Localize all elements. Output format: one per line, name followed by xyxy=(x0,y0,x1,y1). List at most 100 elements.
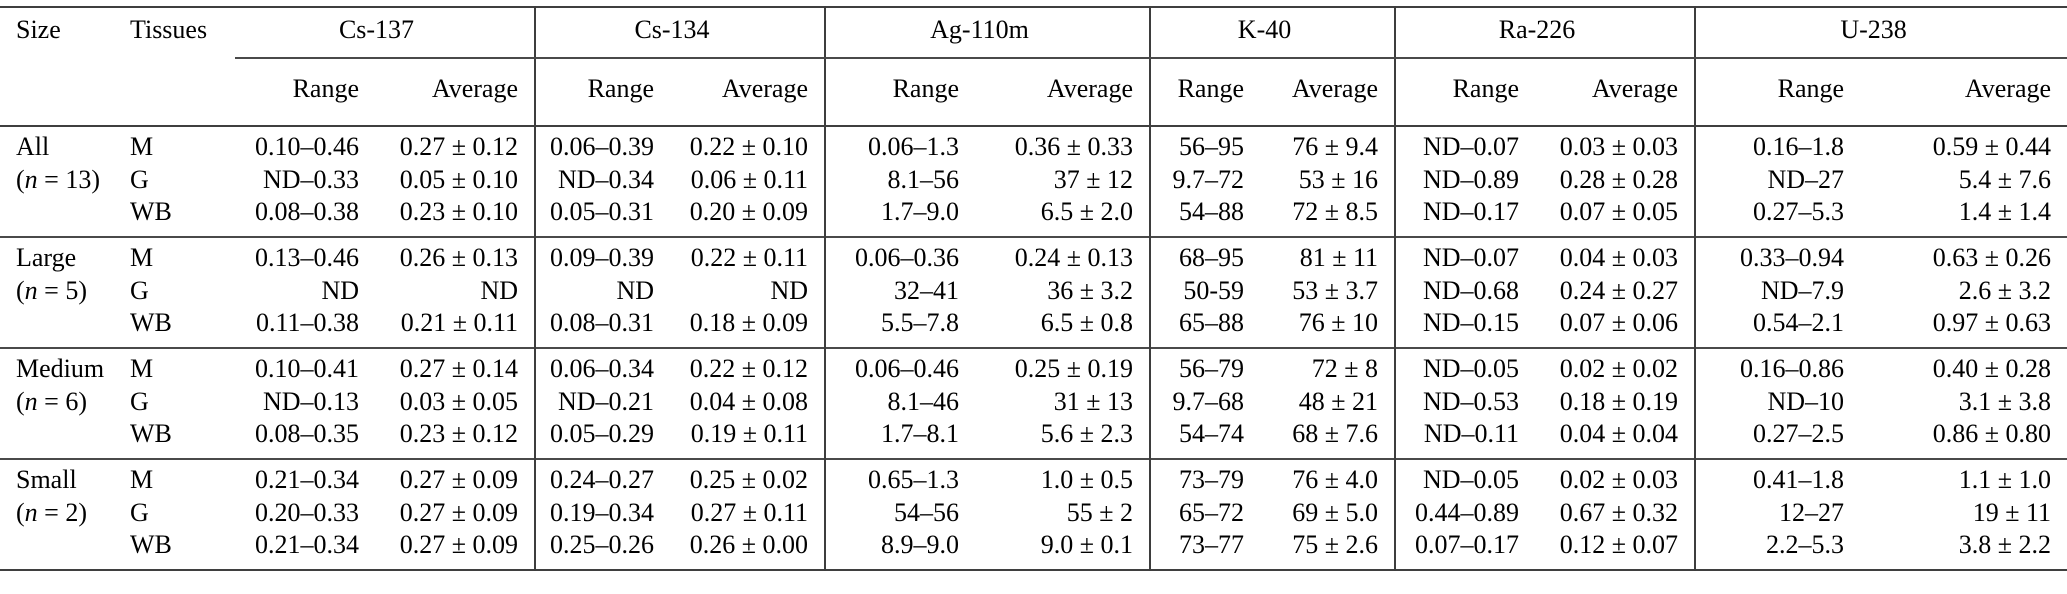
average-cell: 0.25 ± 0.19 xyxy=(975,348,1152,384)
tissue-label: WB xyxy=(130,197,172,226)
average-cell: 0.22 ± 0.10 xyxy=(670,126,826,162)
range-cell: 5.5–7.8 xyxy=(881,308,959,337)
average-cell: 0.97 ± 0.63 xyxy=(1932,308,2052,337)
average-cell: 2.6 ± 3.2 xyxy=(1958,275,2052,305)
range-cell: ND–0.05 xyxy=(1422,465,1520,494)
average-cell: 0.04 ± 0.08 xyxy=(670,384,826,419)
range-cell: 2.2–5.3 xyxy=(1766,530,1845,559)
average-cell: 76 ± 10 xyxy=(1260,308,1397,348)
subheader-average: Average xyxy=(670,58,826,127)
subheader-average: Average xyxy=(375,58,536,127)
range-cell: 8.1–56 xyxy=(887,164,960,194)
average-cell: 0.22 ± 0.12 xyxy=(670,348,826,384)
average-cell: 0.22 ± 0.11 xyxy=(670,237,826,273)
range-cell: ND–0.11 xyxy=(1423,419,1520,448)
range-cell: 50-59 xyxy=(1183,275,1245,305)
average-cell: 53 ± 16 xyxy=(1260,162,1397,197)
table-row: WB 0.21–0.34 0.27 ± 0.09 0.25–0.26 0.26 ± 0.… xyxy=(0,530,2067,570)
average-cell: 0.25 ± 0.02 xyxy=(670,459,826,495)
range-cell: ND–7.9 xyxy=(1760,275,1845,305)
size-n-label: (n = 2) xyxy=(16,497,87,527)
size-group: All M 0.10–0.46 0.27 ± 0.12 0.06–0.39 0.22 ± … xyxy=(0,126,2067,237)
range-cell: 0.41–1.8 xyxy=(1753,465,1845,494)
average-cell: 75 ± 2.6 xyxy=(1260,530,1397,570)
table-row: (n = 5) G ND ND ND ND 32–41 36 ± 3.2 50-59 53 ± 3… xyxy=(0,273,2067,308)
subheader-range: Range xyxy=(535,58,670,127)
average-cell: 0.06 ± 0.11 xyxy=(670,162,826,197)
average-cell: 0.27 ± 0.11 xyxy=(670,495,826,530)
average-cell: 81 ± 11 xyxy=(1260,237,1397,273)
tissue-label: G xyxy=(130,275,149,305)
table-row: Large M 0.13–0.46 0.26 ± 0.13 0.09–0.39 0.22 … xyxy=(0,237,2067,273)
header-group-row: Size Tissues Cs-137 Cs-134 Ag-110m K-40 … xyxy=(0,7,2067,127)
average-cell: 3.8 ± 2.2 xyxy=(1958,530,2052,559)
average-cell: 0.24 ± 0.27 xyxy=(1535,273,1697,308)
subheader-average: Average xyxy=(1535,58,1697,127)
range-cell: 0.44–0.89 xyxy=(1415,497,1520,527)
range-cell: 56–79 xyxy=(1179,354,1245,383)
range-cell: 0.21–0.34 xyxy=(255,530,359,559)
tissue-label: G xyxy=(130,497,149,527)
range-cell: 0.06–1.3 xyxy=(868,132,959,161)
average-cell: 76 ± 4.0 xyxy=(1260,459,1397,495)
average-cell: 0.04 ± 0.03 xyxy=(1535,237,1697,273)
range-cell: 0.06–0.39 xyxy=(550,132,654,161)
tissue-label: WB xyxy=(130,530,172,559)
size-group: Small M 0.21–0.34 0.27 ± 0.09 0.24–0.27 0.25 … xyxy=(0,459,2067,570)
average-cell: 0.20 ± 0.09 xyxy=(670,197,826,237)
average-cell: 0.19 ± 0.11 xyxy=(670,419,826,459)
average-cell: 0.28 ± 0.28 xyxy=(1535,162,1697,197)
average-cell: 0.03 ± 0.03 xyxy=(1535,126,1697,162)
average-cell: 9.0 ± 0.1 xyxy=(975,530,1152,570)
range-cell: ND–10 xyxy=(1767,386,1845,416)
range-cell: ND–27 xyxy=(1767,164,1845,194)
range-cell: ND xyxy=(321,275,359,305)
range-cell: 0.19–0.34 xyxy=(550,497,654,527)
size-label xyxy=(0,197,130,237)
average-cell: ND xyxy=(375,273,536,308)
size-label xyxy=(0,530,130,570)
range-cell: 8.9–9.0 xyxy=(881,530,959,559)
subheader-average: Average xyxy=(1860,58,2067,127)
table-row: WB 0.11–0.38 0.21 ± 0.11 0.08–0.31 0.18 ± 0.… xyxy=(0,308,2067,348)
tissue-label: G xyxy=(130,386,149,416)
range-cell: ND–0.15 xyxy=(1422,308,1520,337)
table-row: All M 0.10–0.46 0.27 ± 0.12 0.06–0.39 0.22 ± … xyxy=(0,126,2067,162)
size-group: Medium M 0.10–0.41 0.27 ± 0.14 0.06–0.34 0.22… xyxy=(0,348,2067,459)
table-row: (n = 6) G ND–0.13 0.03 ± 0.05 ND–0.21 0.04 ± … xyxy=(0,384,2067,419)
range-cell: 54–74 xyxy=(1179,419,1245,448)
table-row: Small M 0.21–0.34 0.27 ± 0.09 0.24–0.27 0.25 … xyxy=(0,459,2067,495)
subheader-range: Range xyxy=(825,58,975,127)
size-label: Small xyxy=(16,465,77,494)
range-cell: 0.11–0.38 xyxy=(255,308,359,337)
average-cell: 1.4 ± 1.4 xyxy=(1958,197,2052,226)
average-cell: 0.02 ± 0.02 xyxy=(1535,348,1697,384)
range-cell: 0.06–0.46 xyxy=(855,354,959,383)
range-cell: ND–0.68 xyxy=(1422,275,1520,305)
range-cell: 0.54–2.1 xyxy=(1753,308,1845,337)
average-cell: 0.07 ± 0.06 xyxy=(1535,308,1697,348)
tissue-label: M xyxy=(130,243,154,272)
col-header-tissues: Tissues xyxy=(130,7,235,127)
range-cell: 65–88 xyxy=(1179,308,1245,337)
size-label xyxy=(0,308,130,348)
range-cell: 73–79 xyxy=(1179,465,1245,494)
range-cell: 0.13–0.46 xyxy=(255,243,359,272)
range-cell: 73–77 xyxy=(1179,530,1245,559)
isotope-header-cs134: Cs-134 xyxy=(535,7,826,59)
average-cell: 0.27 ± 0.09 xyxy=(375,459,536,495)
results-table: Size Tissues Cs-137 Cs-134 Ag-110m K-40 … xyxy=(0,6,2067,571)
average-cell: 19 ± 11 xyxy=(1972,497,2052,527)
range-cell: ND–0.13 xyxy=(262,386,359,416)
average-cell: 72 ± 8.5 xyxy=(1260,197,1397,237)
isotope-header-k40: K-40 xyxy=(1150,7,1397,59)
average-cell: 0.59 ± 0.44 xyxy=(1932,132,2052,161)
table-header: Size Tissues Cs-137 Cs-134 Ag-110m K-40 … xyxy=(0,7,2067,127)
average-cell: 0.18 ± 0.09 xyxy=(670,308,826,348)
size-n-label: (n = 5) xyxy=(16,275,87,305)
average-cell: 0.24 ± 0.13 xyxy=(975,237,1152,273)
range-cell: 65–72 xyxy=(1179,497,1245,527)
tissue-label: M xyxy=(130,132,154,161)
isotope-header-ag110m: Ag-110m xyxy=(825,7,1152,59)
size-label: Medium xyxy=(16,354,105,383)
